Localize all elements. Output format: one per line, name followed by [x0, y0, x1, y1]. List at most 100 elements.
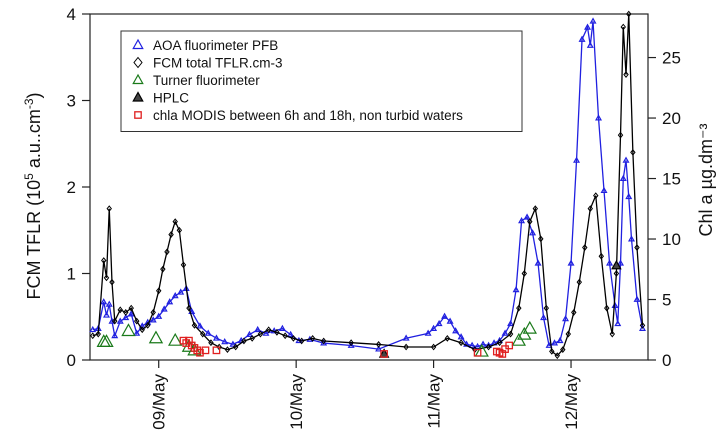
data-point	[586, 41, 594, 48]
ylabel-left-main: FCM TFLR (10	[24, 180, 44, 300]
data-point	[102, 311, 110, 318]
data-point	[155, 287, 162, 295]
data-point	[168, 231, 174, 238]
data-point	[375, 341, 382, 348]
data-point	[556, 336, 564, 344]
data-point	[562, 315, 570, 322]
y-right-tick-label: 20	[662, 109, 681, 128]
data-point	[148, 330, 164, 344]
data-point	[229, 340, 237, 347]
ylabel-left-end: )	[24, 92, 44, 98]
y-right-tick-label: 10	[662, 230, 681, 249]
y-right-tick-label: 5	[662, 291, 671, 310]
data-point	[446, 317, 454, 324]
data-point	[199, 330, 206, 338]
data-point	[208, 339, 214, 347]
data-point	[95, 330, 101, 338]
data-point	[545, 341, 553, 348]
data-point	[121, 323, 136, 337]
y-left-tick-label: 1	[67, 265, 76, 284]
data-point	[116, 317, 124, 324]
series-0	[89, 17, 646, 352]
data-point	[473, 348, 482, 357]
data-point	[101, 257, 107, 264]
data-point	[474, 343, 489, 357]
legend-marker	[133, 56, 143, 69]
data-point	[529, 229, 537, 236]
data-point	[505, 341, 514, 350]
data-point	[639, 321, 646, 329]
data-point	[518, 217, 526, 224]
data-point	[262, 329, 270, 336]
data-point	[166, 298, 174, 305]
legend-entry: FCM total TFLR.cm-3	[133, 56, 283, 71]
data-point	[468, 341, 476, 348]
data-point	[164, 248, 170, 256]
data-point	[282, 332, 288, 340]
data-point	[522, 320, 538, 334]
data-point	[348, 339, 354, 347]
series-4	[179, 336, 514, 358]
data-point	[347, 341, 355, 348]
data-point	[573, 156, 581, 163]
data-point	[560, 346, 566, 354]
data-point	[458, 339, 464, 347]
data-point	[623, 71, 629, 78]
data-point	[501, 329, 509, 336]
data-point	[224, 346, 231, 354]
y-left-tick-label: 0	[67, 351, 76, 370]
data-point	[551, 339, 559, 346]
data-point	[117, 306, 123, 314]
data-point	[617, 259, 625, 266]
legend-label: AOA fluorimeter PFB	[153, 38, 278, 53]
data-point	[298, 337, 305, 345]
data-point	[496, 339, 503, 347]
data-point	[424, 329, 432, 336]
data-point	[430, 343, 437, 351]
data-point	[614, 319, 622, 327]
legend-marker	[132, 38, 144, 50]
data-point	[138, 322, 146, 329]
x-tick-label: 10/May	[287, 374, 306, 430]
data-point	[249, 334, 255, 342]
data-point	[567, 259, 575, 266]
data-point	[611, 259, 622, 270]
data-point	[155, 312, 163, 319]
data-point	[160, 265, 166, 273]
data-point	[150, 309, 156, 316]
legend-entry: chla MODIS between 6h and 18h, non turbi…	[134, 108, 463, 123]
y-right-tick-label: 25	[662, 49, 681, 68]
x-tick-label: 09/May	[150, 374, 169, 430]
y-right-tick-label: 15	[662, 170, 681, 189]
data-point	[625, 192, 633, 200]
data-point	[127, 310, 135, 317]
legend-label: Turner fluorimeter	[153, 73, 260, 88]
data-point	[204, 329, 212, 336]
data-point	[587, 205, 593, 213]
data-point	[630, 148, 636, 156]
series-2	[96, 320, 538, 357]
data-point	[565, 330, 572, 338]
data-point	[441, 312, 449, 319]
data-point	[278, 324, 286, 331]
legend-label: HPLC	[153, 91, 189, 106]
data-point	[639, 324, 646, 331]
data-point	[595, 114, 603, 121]
data-point	[403, 343, 409, 351]
data-point	[111, 331, 119, 339]
data-point	[457, 333, 465, 340]
data-point	[452, 327, 460, 334]
data-point	[245, 330, 253, 338]
legend-label: chla MODIS between 6h and 18h, non turbi…	[153, 108, 463, 123]
data-point	[172, 218, 178, 226]
data-point	[186, 304, 192, 312]
ylabel-left-sup1: 5	[22, 173, 36, 180]
y-right-tick-label: 0	[662, 351, 671, 370]
y-left-tick-label: 2	[67, 178, 76, 197]
legend-box	[120, 30, 523, 132]
data-point	[606, 259, 614, 266]
data-point	[375, 345, 383, 352]
series-1	[90, 10, 646, 360]
data-point	[201, 346, 210, 355]
